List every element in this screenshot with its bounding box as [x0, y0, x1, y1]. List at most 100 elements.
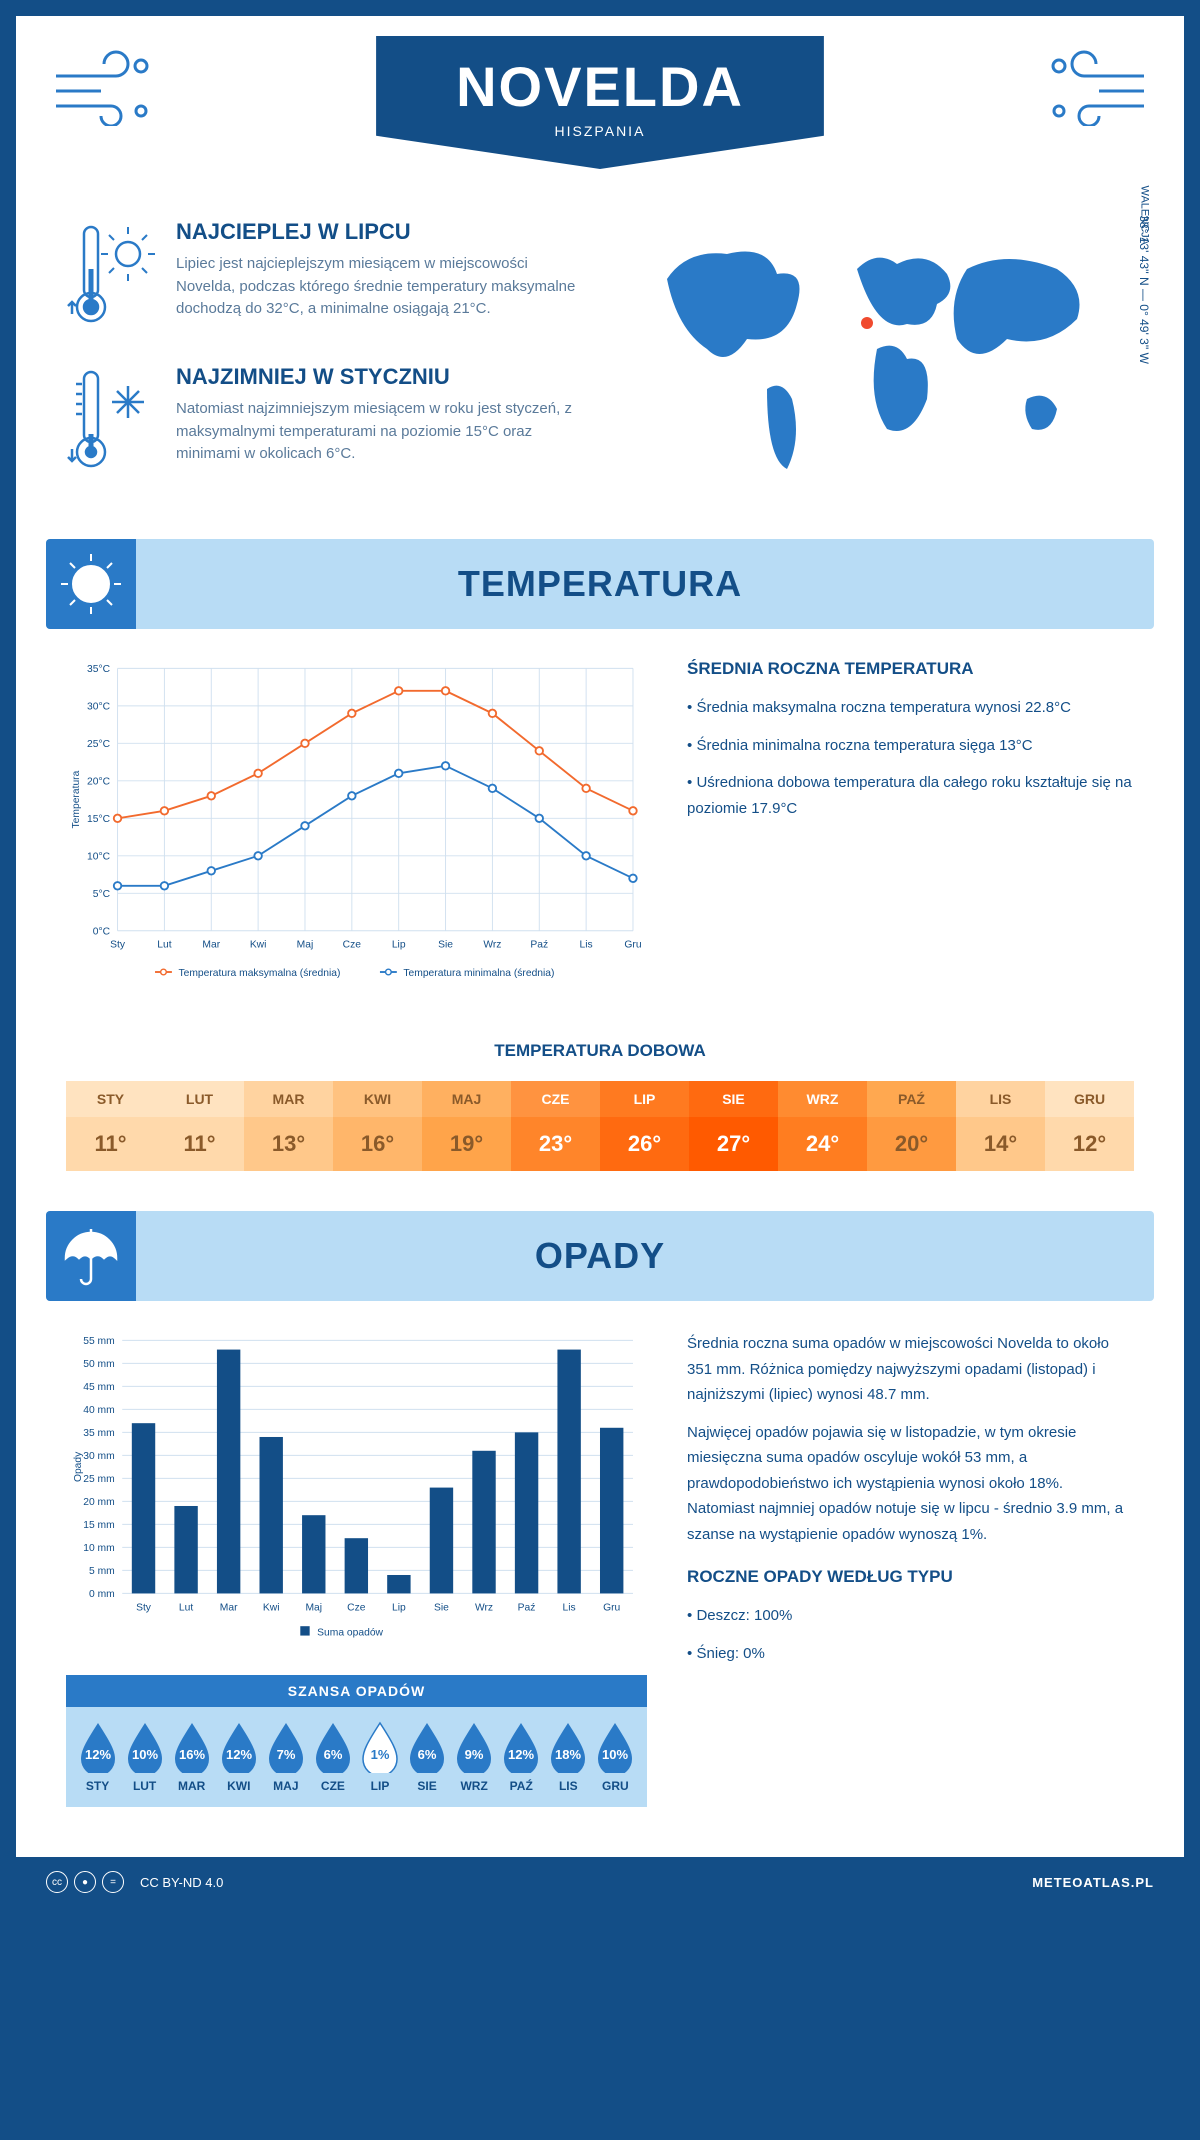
rain-text-1: Średnia roczna suma opadów w miejscowośc… — [687, 1331, 1134, 1408]
coordinates: 38° 13' 43'' N — 0° 49' 3'' W — [1137, 215, 1151, 364]
svg-text:Kwi: Kwi — [250, 940, 267, 951]
svg-text:Gru: Gru — [624, 940, 641, 951]
rain-chance-drop: 18%LIS — [547, 1721, 589, 1793]
annual-temp-text: ŚREDNIA ROCZNA TEMPERATURA • Średnia mak… — [687, 659, 1134, 1001]
svg-text:Temperatura minimalna (średnia: Temperatura minimalna (średnia) — [403, 968, 554, 979]
svg-text:25 mm: 25 mm — [83, 1475, 114, 1486]
by-icon: ● — [74, 1871, 96, 1893]
svg-text:45 mm: 45 mm — [83, 1382, 114, 1393]
warmest-title: NAJCIEPLEJ W LIPCU — [176, 219, 580, 245]
svg-text:Lut: Lut — [157, 940, 171, 951]
svg-text:Lip: Lip — [392, 1603, 406, 1614]
svg-text:Mar: Mar — [202, 940, 220, 951]
rain-chance-drop: 10%GRU — [594, 1721, 636, 1793]
svg-text:30 mm: 30 mm — [83, 1452, 114, 1463]
annual-bullet: • Średnia minimalna roczna temperatura s… — [687, 733, 1134, 759]
license-text: CC BY-ND 4.0 — [140, 1875, 223, 1890]
rain-chance-title: SZANSA OPADÓW — [66, 1675, 647, 1707]
site-name: METEOATLAS.PL — [1032, 1875, 1154, 1890]
city-name: NOVELDA — [456, 54, 744, 119]
svg-text:Wrz: Wrz — [483, 940, 501, 951]
svg-text:10 mm: 10 mm — [83, 1544, 114, 1555]
svg-text:35°C: 35°C — [87, 664, 111, 675]
svg-text:Lis: Lis — [580, 940, 593, 951]
daily-temp-cell: LIS14° — [956, 1081, 1045, 1171]
temperature-heading: TEMPERATURA — [458, 563, 742, 605]
page-footer: cc ● = CC BY-ND 4.0 METEOATLAS.PL — [16, 1857, 1184, 1907]
rain-chance-drop: 12%KWI — [218, 1721, 260, 1793]
temperature-line-chart: 0°C5°C10°C15°C20°C25°C30°C35°CStyLutMarK… — [66, 659, 647, 1001]
svg-text:6%: 6% — [418, 1747, 437, 1762]
svg-text:Lis: Lis — [563, 1603, 576, 1614]
svg-text:Lut: Lut — [179, 1603, 193, 1614]
nd-icon: = — [102, 1871, 124, 1893]
daily-temp-table: TEMPERATURA DOBOWA STY11°LUT11°MAR13°KWI… — [16, 1031, 1184, 1211]
svg-text:Temperatura: Temperatura — [71, 770, 82, 828]
rain-chance-drop: 6%SIE — [406, 1721, 448, 1793]
svg-text:10%: 10% — [602, 1747, 628, 1762]
svg-text:Temperatura maksymalna (średni: Temperatura maksymalna (średnia) — [178, 968, 340, 979]
rain-chance-drop: 9%WRZ — [453, 1721, 495, 1793]
svg-text:40 mm: 40 mm — [83, 1406, 114, 1417]
svg-text:30°C: 30°C — [87, 702, 111, 713]
svg-text:Sty: Sty — [110, 940, 126, 951]
daily-temp-cell: CZE23° — [511, 1081, 600, 1171]
warmest-block: NAJCIEPLEJ W LIPCU Lipiec jest najcieple… — [66, 219, 580, 334]
svg-text:Maj: Maj — [297, 940, 314, 951]
svg-text:5 mm: 5 mm — [89, 1567, 115, 1578]
svg-text:Mar: Mar — [220, 1603, 238, 1614]
svg-text:Paź: Paź — [530, 940, 548, 951]
svg-text:5°C: 5°C — [93, 889, 111, 900]
svg-text:18%: 18% — [555, 1747, 581, 1762]
svg-text:12%: 12% — [85, 1747, 111, 1762]
svg-text:Cze: Cze — [343, 940, 362, 951]
wind-icon — [1034, 46, 1154, 131]
svg-text:Gru: Gru — [603, 1603, 620, 1614]
svg-text:20°C: 20°C — [87, 777, 111, 788]
rain-chance-drop: 7%MAJ — [265, 1721, 307, 1793]
svg-text:Maj: Maj — [305, 1603, 322, 1614]
rain-type-item: • Deszcz: 100% — [687, 1603, 1134, 1629]
svg-text:0°C: 0°C — [93, 927, 111, 938]
svg-text:0 mm: 0 mm — [89, 1590, 115, 1601]
svg-text:1%: 1% — [371, 1747, 390, 1762]
daily-temp-cell: LUT11° — [155, 1081, 244, 1171]
coldest-text: Natomiast najzimniejszym miesiącem w rok… — [176, 398, 580, 466]
cc-icon: cc — [46, 1871, 68, 1893]
daily-temp-cell: SIE27° — [689, 1081, 778, 1171]
country-name: HISZPANIA — [456, 123, 744, 139]
svg-text:9%: 9% — [465, 1747, 484, 1762]
svg-text:20 mm: 20 mm — [83, 1498, 114, 1509]
sun-icon — [46, 539, 136, 629]
daily-temp-cell: LIP26° — [600, 1081, 689, 1171]
daily-temp-cell: MAR13° — [244, 1081, 333, 1171]
svg-text:Paź: Paź — [518, 1603, 536, 1614]
svg-text:12%: 12% — [226, 1747, 252, 1762]
rain-chance-drop: 12%STY — [77, 1721, 119, 1793]
svg-text:Cze: Cze — [347, 1603, 366, 1614]
wind-icon — [46, 46, 166, 131]
umbrella-icon — [46, 1211, 136, 1301]
daily-temp-cell: PAŹ20° — [867, 1081, 956, 1171]
svg-text:Suma opadów: Suma opadów — [317, 1628, 383, 1639]
world-map: WALENCJA 38° 13' 43'' N — 0° 49' 3'' W — [620, 219, 1134, 509]
svg-text:7%: 7% — [276, 1747, 295, 1762]
svg-text:35 mm: 35 mm — [83, 1429, 114, 1440]
svg-text:55 mm: 55 mm — [83, 1336, 114, 1347]
rain-chance-drop: 16%MAR — [171, 1721, 213, 1793]
rainfall-bar-chart: 0 mm5 mm10 mm15 mm20 mm25 mm30 mm35 mm40… — [66, 1331, 647, 1655]
svg-text:12%: 12% — [508, 1747, 534, 1762]
rain-chance-drop: 6%CZE — [312, 1721, 354, 1793]
coldest-block: NAJZIMNIEJ W STYCZNIU Natomiast najzimni… — [66, 364, 580, 479]
warmest-text: Lipiec jest najcieplejszym miesiącem w m… — [176, 253, 580, 321]
svg-text:Kwi: Kwi — [263, 1603, 280, 1614]
svg-text:Opady: Opady — [73, 1451, 84, 1482]
annual-temp-title: ŚREDNIA ROCZNA TEMPERATURA — [687, 659, 1134, 679]
svg-text:50 mm: 50 mm — [83, 1359, 114, 1370]
daily-temp-cell: MAJ19° — [422, 1081, 511, 1171]
coldest-title: NAJZIMNIEJ W STYCZNIU — [176, 364, 580, 390]
rain-chance-drop: 12%PAŹ — [500, 1721, 542, 1793]
rainfall-heading: OPADY — [535, 1235, 665, 1277]
svg-text:6%: 6% — [324, 1747, 343, 1762]
svg-text:Wrz: Wrz — [475, 1603, 493, 1614]
